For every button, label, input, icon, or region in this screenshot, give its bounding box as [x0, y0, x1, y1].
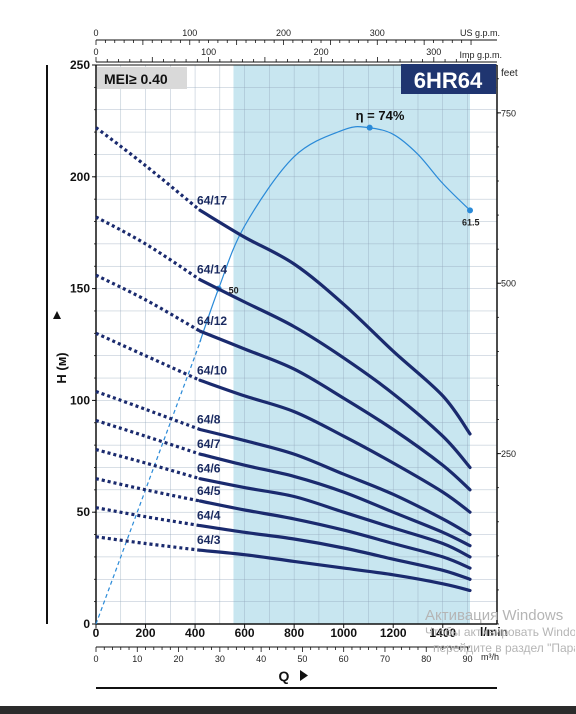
y-tick-label: 250	[70, 58, 90, 72]
x-tick-label: 600	[235, 626, 255, 640]
m3h-unit: m³/h	[481, 652, 499, 662]
y-tick-label: 150	[70, 282, 90, 296]
pump-curve-64-5	[198, 499, 472, 570]
pump-curve-64-8	[198, 427, 472, 537]
x-axis-arrow-icon	[300, 670, 308, 681]
pump-curve-label: 64/12	[197, 314, 227, 328]
pump-curve-label: 64/3	[197, 533, 221, 547]
efficiency-label: η = 74%	[356, 108, 405, 123]
efficiency-point	[467, 207, 473, 214]
pump-curve-label: 64/10	[197, 363, 227, 377]
usgpm-tick-label: 200	[276, 28, 291, 38]
m3h-tick-label: 10	[132, 654, 142, 664]
mei-badge: MEI≥ 0.40	[104, 71, 168, 87]
pump-curve-dotted-64-8	[95, 389, 201, 431]
curves-layer	[95, 126, 472, 593]
title-badge-bg	[401, 64, 496, 94]
x-tick-label: 200	[136, 626, 156, 640]
y-tick-label: 100	[70, 393, 90, 407]
efficiency-curve-dashed	[95, 339, 202, 625]
y-axis-title: H (м)	[54, 352, 69, 383]
feet-tick-label: 750	[501, 108, 516, 118]
pump-curve-label: 64/6	[197, 462, 221, 476]
pump-curve-dotted-64-17	[95, 126, 202, 212]
pump-curve-64-17	[198, 208, 472, 436]
m3h-tick-label: 60	[339, 654, 349, 664]
pump-curve-dotted-64-6	[95, 448, 201, 481]
axes-layer	[92, 39, 501, 652]
pump-curve-label: 64/5	[197, 484, 221, 498]
y-axis-arrow-icon	[53, 311, 61, 319]
watermark-line-2: Чтобы активировать Windows,	[425, 625, 575, 639]
pump-curve-label: 64/17	[197, 193, 227, 207]
chart-title: 6HR64	[414, 68, 483, 93]
lpm-unit: l/min	[480, 625, 508, 639]
m3h-tick-label: 50	[297, 654, 307, 664]
m3h-tick-label: 80	[421, 654, 431, 664]
usgpm-tick-label: 0	[93, 28, 98, 38]
x-axis-title: Q	[279, 668, 290, 684]
y-tick-label: 0	[83, 617, 90, 631]
pump-curve-dotted-64-4	[95, 506, 201, 528]
pump-curve-label: 64/7	[197, 437, 221, 451]
x-tick-label: 400	[185, 626, 205, 640]
pump-curve-dotted-64-14	[95, 215, 201, 282]
watermark-line-1: Активация Windows	[425, 608, 564, 624]
pump-curve-dotted-64-3	[95, 535, 201, 552]
pump-curve-64-6	[198, 477, 472, 559]
efficiency-point-label: 61.5	[462, 217, 480, 227]
usgpm-tick-label: 300	[370, 28, 385, 38]
watermark-line-3: перейдите в раздел "Параметры".	[433, 641, 575, 655]
x-tick-label: 800	[284, 626, 304, 640]
feet-unit: feet	[501, 68, 518, 79]
pump-curve-64-10	[198, 378, 472, 514]
pump-curve-64-7	[198, 452, 472, 548]
feet-tick-label: 250	[501, 449, 516, 459]
pump-curve-64-14	[198, 278, 472, 470]
pump-curve-64-4	[198, 524, 472, 581]
pump-curve-dotted-64-12	[95, 273, 201, 333]
impgpm-tick-label: 0	[93, 47, 98, 57]
m3h-tick-label: 90	[463, 654, 473, 664]
efficiency-point-label: 50	[229, 286, 239, 296]
x-tick-label: 1400	[429, 626, 456, 640]
x-tick-label: 1200	[380, 626, 407, 640]
usgpm-tick-label: 100	[182, 28, 197, 38]
y-tick-label: 50	[77, 505, 91, 519]
pump-curve-dotted-64-10	[95, 331, 201, 382]
pump-curve-dotted-64-5	[95, 477, 201, 503]
impgpm-tick-label: 300	[426, 47, 441, 57]
y-tick-label: 200	[70, 170, 90, 184]
bottom-dark-bar	[0, 706, 576, 714]
mei-badge-bg	[97, 67, 187, 89]
feet-tick-label: 500	[501, 279, 516, 289]
efficiency-curve	[199, 126, 471, 342]
impgpm-tick-label: 200	[314, 47, 329, 57]
m3h-tick-label: 0	[93, 654, 98, 664]
pump-curve-64-12	[198, 329, 472, 492]
x-tick-label: 1000	[330, 626, 357, 640]
x-tick-label: 0	[93, 626, 100, 640]
efficiency-point	[366, 124, 373, 131]
pump-curve-dotted-64-7	[95, 418, 201, 456]
m3h-tick-label: 40	[256, 654, 266, 664]
impgpm-tick-label: 100	[201, 47, 216, 57]
impgpm-unit: Imp g.p.m.	[459, 50, 502, 60]
pump-curve-label: 64/14	[197, 263, 227, 277]
usgpm-unit: US g.p.m.	[460, 28, 500, 38]
pump-curve-label: 64/4	[197, 509, 221, 523]
m3h-tick-label: 20	[174, 654, 184, 664]
pump-curve-64-3	[198, 548, 472, 593]
m3h-tick-label: 70	[380, 654, 390, 664]
m3h-tick-label: 30	[215, 654, 225, 664]
windows-activation-watermark: Активация Windows Чтобы активировать Win…	[425, 608, 575, 656]
pump-curve-label: 64/8	[197, 412, 221, 426]
